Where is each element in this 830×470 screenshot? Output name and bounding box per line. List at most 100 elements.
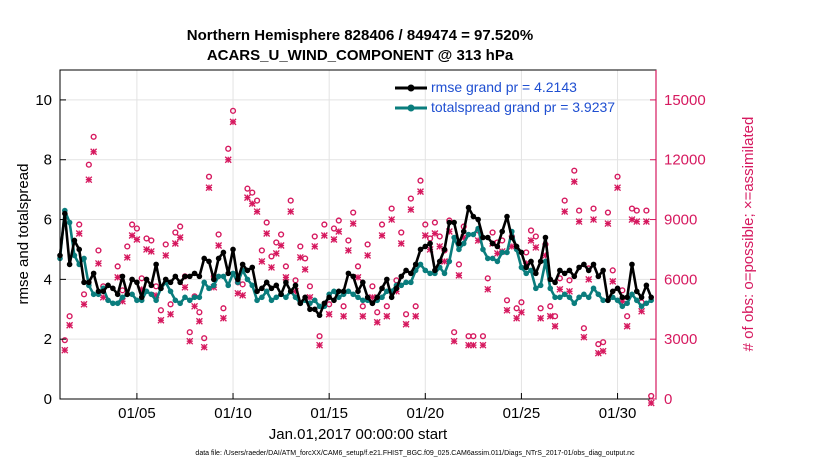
series-point-totalspread [316,303,323,310]
obs-possible-point [119,287,126,294]
obs-assimilated-point [642,218,650,226]
series-point-totalspread [129,291,135,298]
obs-assimilated-point [123,253,131,261]
obs-possible-point [90,133,97,140]
series-point-totalspread [552,294,558,301]
series-point-totalspread [566,294,573,301]
obs-possible-point [148,237,155,244]
series-point-rmse [638,294,645,301]
series-point-rmse [311,306,318,313]
obs-assimilated-point [604,220,612,228]
plot-area-frame [59,69,657,400]
obs-assimilated-point [147,248,155,255]
obs-assimilated-point [224,156,232,164]
series-point-rmse [167,279,174,286]
obs-assimilated-point [556,285,564,293]
series-point-totalspread [504,249,510,256]
series-point-totalspread [561,291,568,298]
y2-axis-label: # of obs: o=possible; ×=assimilated [740,117,757,352]
series-point-totalspread [571,300,578,307]
series-point-rmse [95,288,102,295]
obs-assimilated-point [171,240,179,247]
series-point-totalspread [441,270,448,277]
series-point-totalspread [518,264,525,271]
series-point-totalspread [576,294,582,301]
series-point-totalspread [191,294,198,301]
obs-assimilated-point [359,312,367,320]
series-point-totalspread [186,297,193,304]
series-point-totalspread [422,267,429,274]
series-point-rmse [331,297,337,304]
series-point-totalspread [211,282,217,289]
obs-possible-point [479,333,487,340]
obs-possible-point [61,337,68,344]
series-point-totalspread [114,300,121,307]
series-point-rmse [379,285,385,292]
series-lines [57,204,654,319]
series-point-totalspread [537,282,544,289]
obs-possible-point [162,241,169,248]
series-point-rmse [523,264,530,271]
obs-assimilated-point [66,321,74,329]
series-point-totalspread [167,288,174,295]
series-point-rmse [412,261,419,268]
legend-label-totalspread: totalspread grand pr = 3.9237 [431,99,616,115]
obs-assimilated-point [590,216,597,224]
obs-possible-point [225,145,232,152]
obs-possible-point [532,233,539,240]
series-point-rmse [191,270,198,277]
series-point-totalspread [633,297,640,304]
series-point-totalspread [379,294,385,301]
series-point-rmse [244,267,251,274]
obs-assimilated-point [397,240,405,247]
series-point-totalspread [71,252,78,259]
obs-possible-point [648,392,655,400]
obs-possible-point [292,277,299,284]
series-point-rmse [643,282,650,289]
obs-possible-point [388,205,395,212]
series-point-totalspread [557,294,563,301]
obs-assimilated-point [599,347,607,355]
x-tick-label: 01/30 [599,405,637,422]
series-point-rmse [513,243,520,250]
series-point-totalspread [523,270,530,277]
series-point-rmse [350,273,356,280]
series-point-rmse [648,294,654,301]
obs-possible-point [383,303,390,310]
obs-assimilated-point [306,293,314,301]
obs-possible-point [407,195,414,202]
series-point-rmse [451,219,457,226]
series-point-rmse [605,297,611,304]
series-point-totalspread [408,279,414,286]
obs-assimilated-point [364,251,372,259]
obs-possible-point [316,333,323,340]
series-point-rmse [609,288,616,295]
series-point-rmse [364,294,371,301]
series-point-rmse [134,279,140,286]
series-point-totalspread [283,294,289,301]
series-line-totalspread [58,209,652,308]
series-point-rmse [446,219,453,226]
obs-possible-point [595,341,602,348]
y-tick-label: 4 [44,271,52,288]
series-point-rmse [235,276,241,283]
series-point-totalspread [331,288,337,295]
series-point-rmse [489,240,496,247]
series-point-rmse [307,306,313,313]
obs-assimilated-point [253,208,261,216]
obs-assimilated-point [412,312,420,320]
series-point-totalspread [201,279,207,286]
series-point-rmse [398,273,405,280]
y-tick-label: 2 [44,331,52,348]
series-point-rmse [403,267,409,274]
series-point-totalspread [172,297,179,304]
series-point-totalspread [230,270,236,277]
obs-possible-point [566,277,573,284]
obs-possible-point [229,107,237,114]
series-point-rmse [172,273,179,280]
series-point-totalspread [110,300,116,307]
obs-assimilated-point [441,257,448,265]
obs-possible-point [340,303,347,310]
obs-possible-point [614,173,621,180]
